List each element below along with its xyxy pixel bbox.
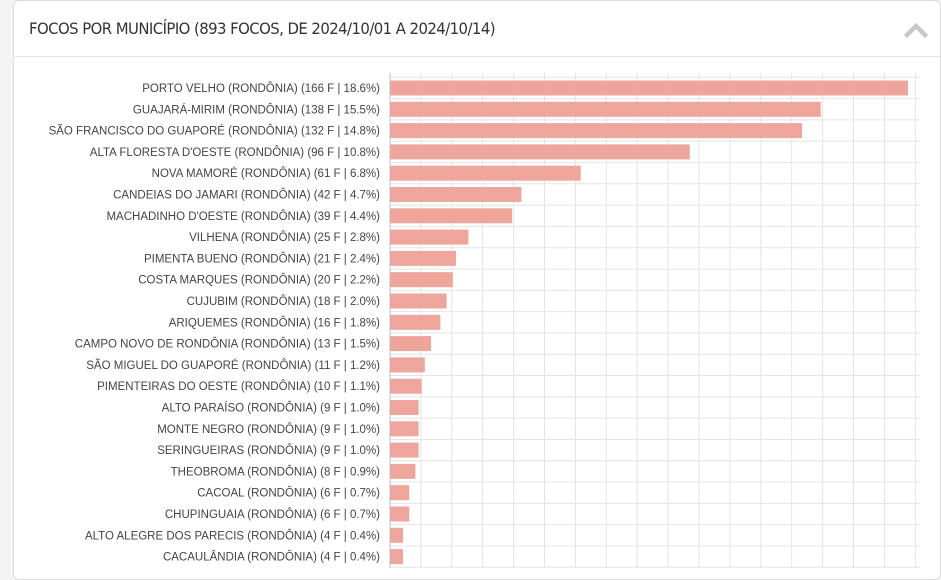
category-label: ALTO PARAÍSO (RONDÔNIA) (9 F | 1.0%) [162, 402, 381, 415]
category-label: SERINGUEIRAS (RONDÔNIA) (9 F | 1.0%) [157, 444, 380, 457]
category-label: COSTA MARQUES (RONDÔNIA) (20 F | 2.2%) [138, 274, 380, 287]
chart-bars [390, 80, 909, 565]
category-label: ALTA FLORESTA D'OESTE (RONDÔNIA) (96 F |… [90, 146, 380, 159]
category-label: CAMPO NOVO DE RONDÔNIA (RONDÔNIA) (13 F … [75, 338, 380, 351]
category-label: CANDEIAS DO JAMARI (RONDÔNIA) (42 F | 4.… [113, 189, 380, 202]
category-label: CHUPINGUAIA (RONDÔNIA) (6 F | 0.7%) [165, 508, 380, 521]
bar[interactable] [390, 187, 522, 202]
bar[interactable] [390, 314, 441, 330]
category-label: CUJUBIM (RONDÔNIA) (18 F | 2.0%) [187, 295, 381, 308]
bar[interactable] [390, 506, 410, 522]
bar[interactable] [390, 378, 422, 394]
category-label: PORTO VELHO (RONDÔNIA) (166 F | 18.6%) [142, 82, 380, 95]
category-label: PIMENTA BUENO (RONDÔNIA) (21 F | 2.4%) [144, 252, 380, 265]
chevron-up-icon[interactable] [903, 18, 929, 42]
chart-category-labels: PORTO VELHO (RONDÔNIA) (166 F | 18.6%) GU… [49, 82, 381, 564]
category-label: ARIQUEMES (RONDÔNIA) (16 F | 1.8%) [169, 316, 380, 329]
bar[interactable] [390, 400, 419, 415]
bar[interactable] [390, 293, 447, 309]
bar[interactable] [390, 549, 404, 565]
panel-title: FOCOS POR MUNICÍPIO (893 FOCOS, DE 2024/… [29, 19, 496, 38]
category-label: SÃO MIGUEL DO GUAPORÉ (RONDÔNIA) (11 F |… [86, 359, 380, 372]
bar[interactable] [390, 229, 469, 245]
bar[interactable] [390, 101, 821, 117]
category-label: MACHADINHO D'OESTE (RONDÔNIA) (39 F | 4.… [106, 210, 380, 223]
bar[interactable] [390, 357, 425, 373]
bar[interactable] [390, 463, 416, 479]
category-label: PIMENTEIRAS DO OESTE (RONDÔNIA) (10 F | … [97, 380, 380, 393]
bar[interactable] [390, 208, 513, 224]
panel-header: FOCOS POR MUNICÍPIO (893 FOCOS, DE 2024/… [14, 1, 940, 57]
category-label: CACAULÂNDIA (RONDÔNIA) (4 F | 0.4%) [163, 551, 380, 564]
bar[interactable] [390, 144, 690, 160]
category-label: THEOBROMA (RONDÔNIA) (8 F | 0.9%) [171, 465, 381, 478]
category-label: NOVA MAMORÉ (RONDÔNIA) (61 F | 6.8%) [152, 167, 381, 180]
bar[interactable] [390, 442, 419, 458]
chevron-up-icon-svg [903, 22, 929, 39]
bar-chart: PORTO VELHO (RONDÔNIA) (166 F | 18.6%) GU… [49, 73, 920, 568]
bar[interactable] [390, 336, 432, 352]
bar[interactable] [390, 80, 909, 96]
bar[interactable] [390, 421, 419, 437]
category-label: MONTE NEGRO (RONDÔNIA) (9 F | 1.0%) [157, 423, 380, 436]
category-label: SÃO FRANCISCO DO GUAPORÉ (RONDÔNIA) (132… [49, 125, 381, 138]
bar[interactable] [390, 527, 404, 543]
bar[interactable] [390, 485, 410, 501]
bar[interactable] [390, 165, 581, 181]
bar[interactable] [390, 123, 803, 139]
category-label: VILHENA (RONDÔNIA) (25 F | 2.8%) [189, 231, 380, 244]
bar[interactable] [390, 272, 453, 288]
bar[interactable] [390, 250, 457, 266]
category-label: CACOAL (RONDÔNIA) (6 F | 0.7%) [197, 487, 380, 500]
category-label: GUAJARÁ-MIRIM (RONDÔNIA) (138 F | 15.5%) [133, 103, 380, 116]
category-label: ALTO ALEGRE DOS PARECIS (RONDÔNIA) (4 F … [85, 529, 380, 542]
